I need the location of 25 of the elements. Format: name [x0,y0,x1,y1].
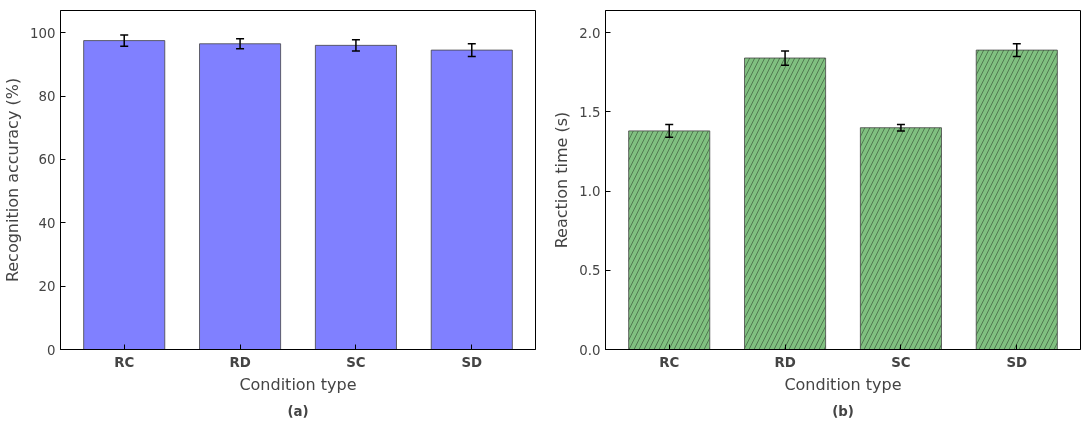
x-tick-label: RC [659,354,680,370]
y-tick-label: 80 [38,89,56,105]
x-tick-label: RD [229,354,251,370]
y-tick-label: 0.0 [579,342,601,358]
y-tick-label: 100 [30,25,56,41]
x-tick-label: SD [1006,354,1028,370]
y-axis-title: Recognition accuracy (%) [3,77,23,283]
y-tick-label: 1.0 [579,184,601,200]
x-axis-title: Condition type [239,374,357,394]
x-tick-label: SD [461,354,483,370]
x-axis-title: Condition type [784,374,902,394]
text: (a) [287,403,309,419]
x-tick-label: SC [891,354,911,370]
y-tick-label: 2.0 [579,25,601,41]
y-tick-label: 40 [38,215,56,231]
x-tick-label: RD [774,354,796,370]
y-tick-label: 20 [38,279,56,295]
x-tick-label: SC [346,354,366,370]
y-axis-title: Reaction time (s) [552,111,572,249]
text: (b) [832,403,854,419]
y-tick-label: 1.5 [579,104,601,120]
x-tick-label: RC [114,354,135,370]
y-tick-label: 0 [47,342,56,358]
y-tick-label: 0.5 [579,263,601,279]
y-tick-label: 60 [38,152,56,168]
